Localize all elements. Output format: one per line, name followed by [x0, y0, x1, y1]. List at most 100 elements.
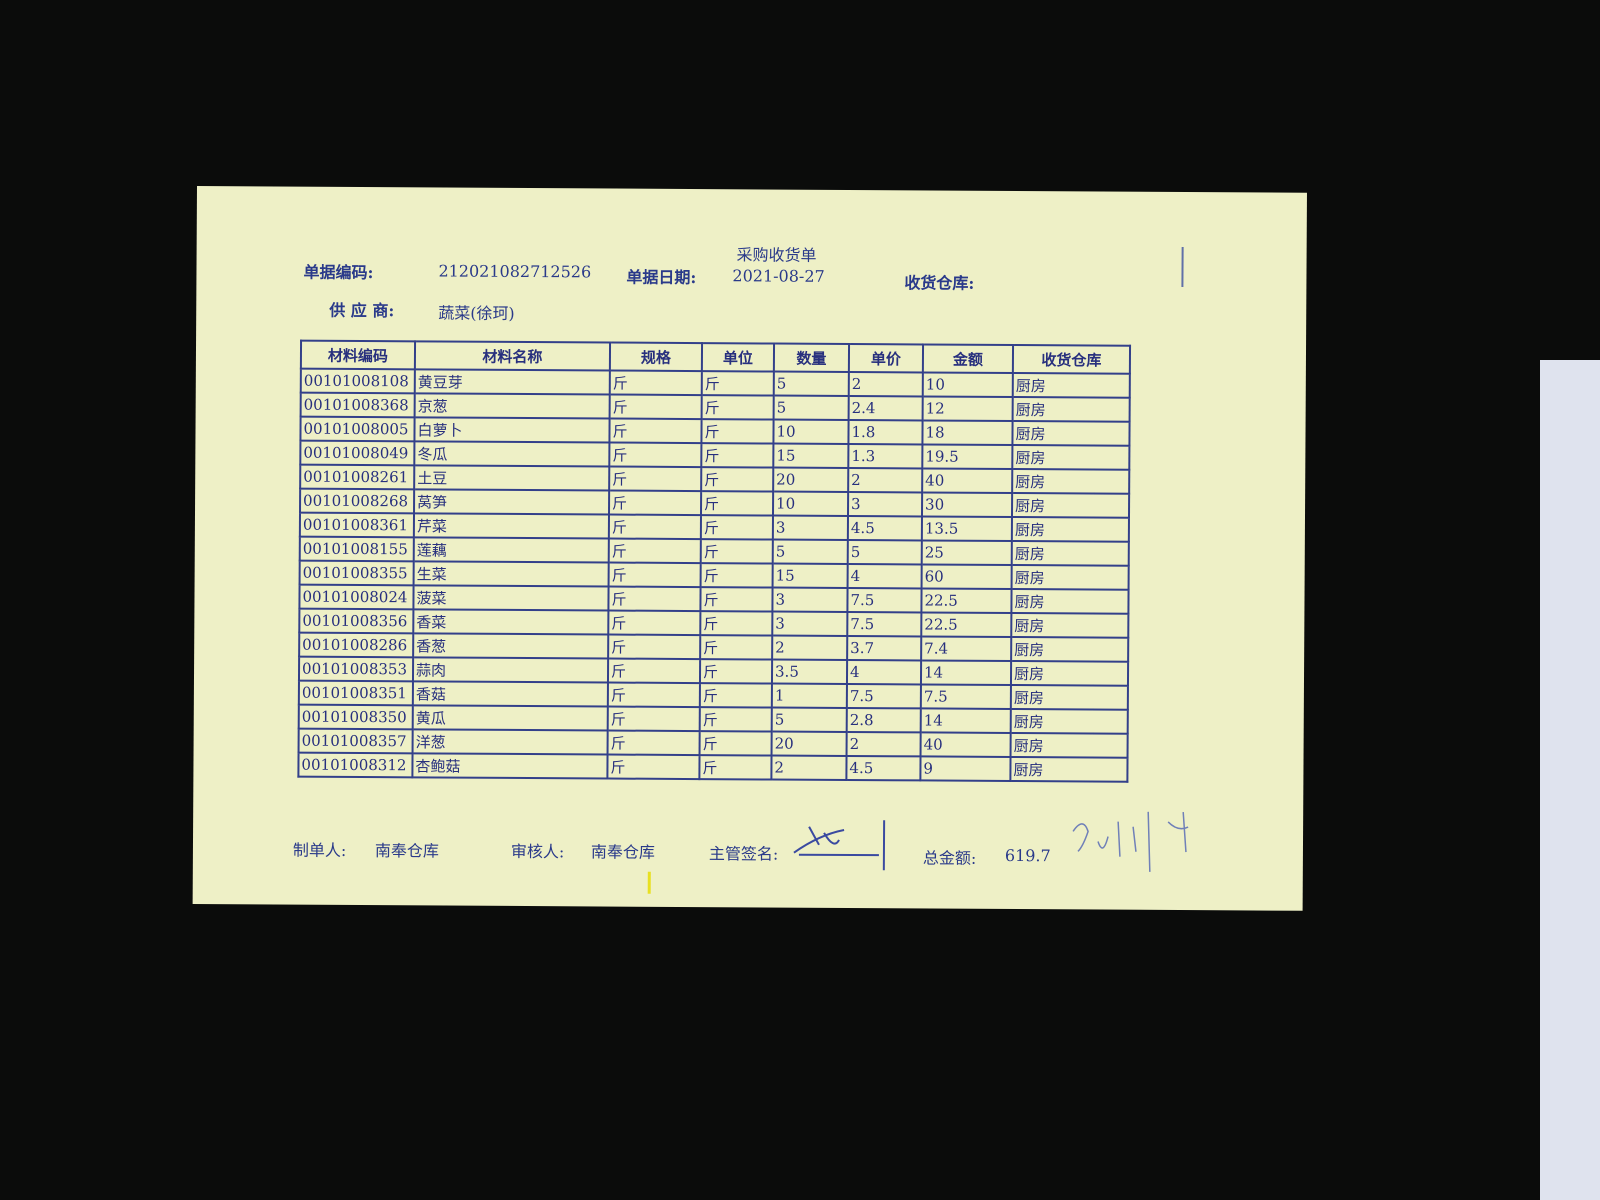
handwritten-signature: [1072, 811, 1189, 872]
table-cell: 00101008351: [298, 680, 413, 706]
table-cell: 10: [773, 419, 849, 444]
table-cell: 2.8: [846, 707, 921, 733]
table-cell: 斤: [609, 490, 702, 516]
table-cell: 厨房: [1010, 732, 1128, 758]
table-cell: 13.5: [921, 516, 1012, 541]
table-cell: 斤: [609, 418, 702, 444]
table-cell: 5: [771, 707, 847, 732]
table-cell: 斤: [607, 682, 700, 708]
table-cell: 斤: [609, 466, 702, 492]
table-cell: 莴笋: [414, 489, 610, 515]
table-cell: 厨房: [1012, 420, 1130, 446]
table-cell: 10: [922, 372, 1013, 397]
table-cell: 2: [771, 755, 847, 780]
table-cell: 00101008286: [299, 632, 414, 658]
table-cell: 14: [920, 660, 1012, 685]
table-cell: 斤: [699, 755, 772, 780]
yellow-mark: [647, 871, 651, 894]
table-cell: 厨房: [1012, 468, 1130, 494]
table-cell: 斤: [699, 683, 772, 708]
col-header: 单位: [701, 343, 775, 372]
table-cell: 20: [773, 467, 849, 492]
col-header: 单价: [848, 343, 924, 373]
table-cell: 19.5: [922, 444, 1013, 469]
table-cell: 莲藕: [413, 537, 609, 563]
total-amount: 619.7: [1004, 845, 1051, 866]
doc-no: 212021082712526: [438, 261, 592, 282]
table-cell: 厨房: [1010, 684, 1128, 710]
table-cell: 斤: [700, 515, 773, 540]
table-cell: 3: [847, 491, 923, 517]
table-cell: 4: [847, 563, 922, 589]
table-cell: 斤: [700, 635, 773, 660]
table-cell: 菠菜: [413, 585, 609, 611]
table-cell: 30: [921, 492, 1013, 517]
table-cell: 斤: [608, 562, 701, 588]
table-cell: 杏鲍菇: [412, 753, 608, 779]
maker: 南奉仓库: [374, 841, 440, 861]
table-cell: 黄豆芽: [414, 369, 610, 395]
table-cell: 斤: [700, 611, 773, 636]
supplier-label: 供 应 商:: [329, 300, 395, 321]
table-cell: 7.5: [920, 684, 1011, 709]
table-cell: 芹菜: [413, 513, 610, 539]
table-cell: 土豆: [414, 465, 610, 491]
table-cell: 斤: [607, 658, 701, 684]
table-cell: 斤: [701, 467, 774, 492]
table-cell: 斤: [607, 706, 700, 732]
table-cell: 7.5: [847, 611, 922, 637]
table-cell: 20: [771, 731, 847, 756]
table-cell: 厨房: [1010, 756, 1128, 782]
table-cell: 斤: [607, 730, 700, 756]
table-cell: 厨房: [1011, 492, 1130, 518]
table-cell: 10: [772, 491, 849, 516]
table-cell: 斤: [699, 707, 772, 732]
table-cell: 00101008005: [300, 416, 415, 442]
col-header: 数量: [773, 343, 850, 372]
table-cell: 2: [848, 371, 923, 397]
table-cell: 00101008350: [298, 704, 413, 730]
table-cell: 斤: [608, 538, 701, 564]
table-cell: 香菜: [413, 609, 609, 635]
table-cell: 5: [847, 539, 922, 565]
table-cell: 1: [771, 683, 847, 708]
document-title: 采购收货单: [736, 245, 817, 265]
background-paper: [1540, 360, 1600, 1200]
supervisor-signature: [793, 820, 886, 871]
table-cell: 厨房: [1011, 636, 1129, 662]
table-cell: 厨房: [1011, 516, 1129, 542]
table-cell: 1.3: [848, 443, 923, 469]
table-cell: 00101008108: [300, 368, 415, 394]
table-cell: 25: [921, 540, 1012, 565]
table-cell: 3.7: [847, 635, 922, 661]
table-cell: 香菇: [412, 681, 608, 707]
table-cell: 00101008368: [300, 392, 415, 418]
table-cell: 5: [773, 371, 849, 396]
table-cell: 00101008357: [298, 728, 413, 754]
reviewer-label: 审核人:: [510, 841, 565, 862]
table-cell: 5: [772, 539, 848, 564]
table-cell: 斤: [699, 731, 772, 756]
table-cell: 00101008268: [300, 488, 415, 514]
table-cell: 4.5: [847, 515, 922, 541]
table-cell: 斤: [609, 370, 702, 396]
col-header: 规格: [609, 342, 703, 372]
table-cell: 40: [920, 732, 1011, 757]
table-cell: 4.5: [846, 755, 921, 781]
date-label: 单据日期:: [626, 267, 697, 288]
table-cell: 2: [846, 731, 921, 757]
table-cell: 斤: [609, 394, 702, 420]
col-header: 材料名称: [414, 341, 611, 371]
table-cell: 15: [772, 563, 848, 588]
table-cell: 厨房: [1012, 444, 1130, 470]
col-header: 收货仓库: [1012, 344, 1131, 374]
date: 2021-08-27: [732, 266, 825, 286]
table-cell: 斤: [608, 610, 701, 636]
table-cell: 斤: [608, 634, 701, 660]
pen-mark: [1181, 247, 1184, 288]
table-cell: 40: [922, 468, 1013, 493]
table-cell: 斤: [609, 442, 702, 468]
table-cell: 5: [773, 395, 849, 420]
table-cell: 蒜肉: [412, 657, 609, 683]
table-cell: 厨房: [1011, 588, 1129, 614]
